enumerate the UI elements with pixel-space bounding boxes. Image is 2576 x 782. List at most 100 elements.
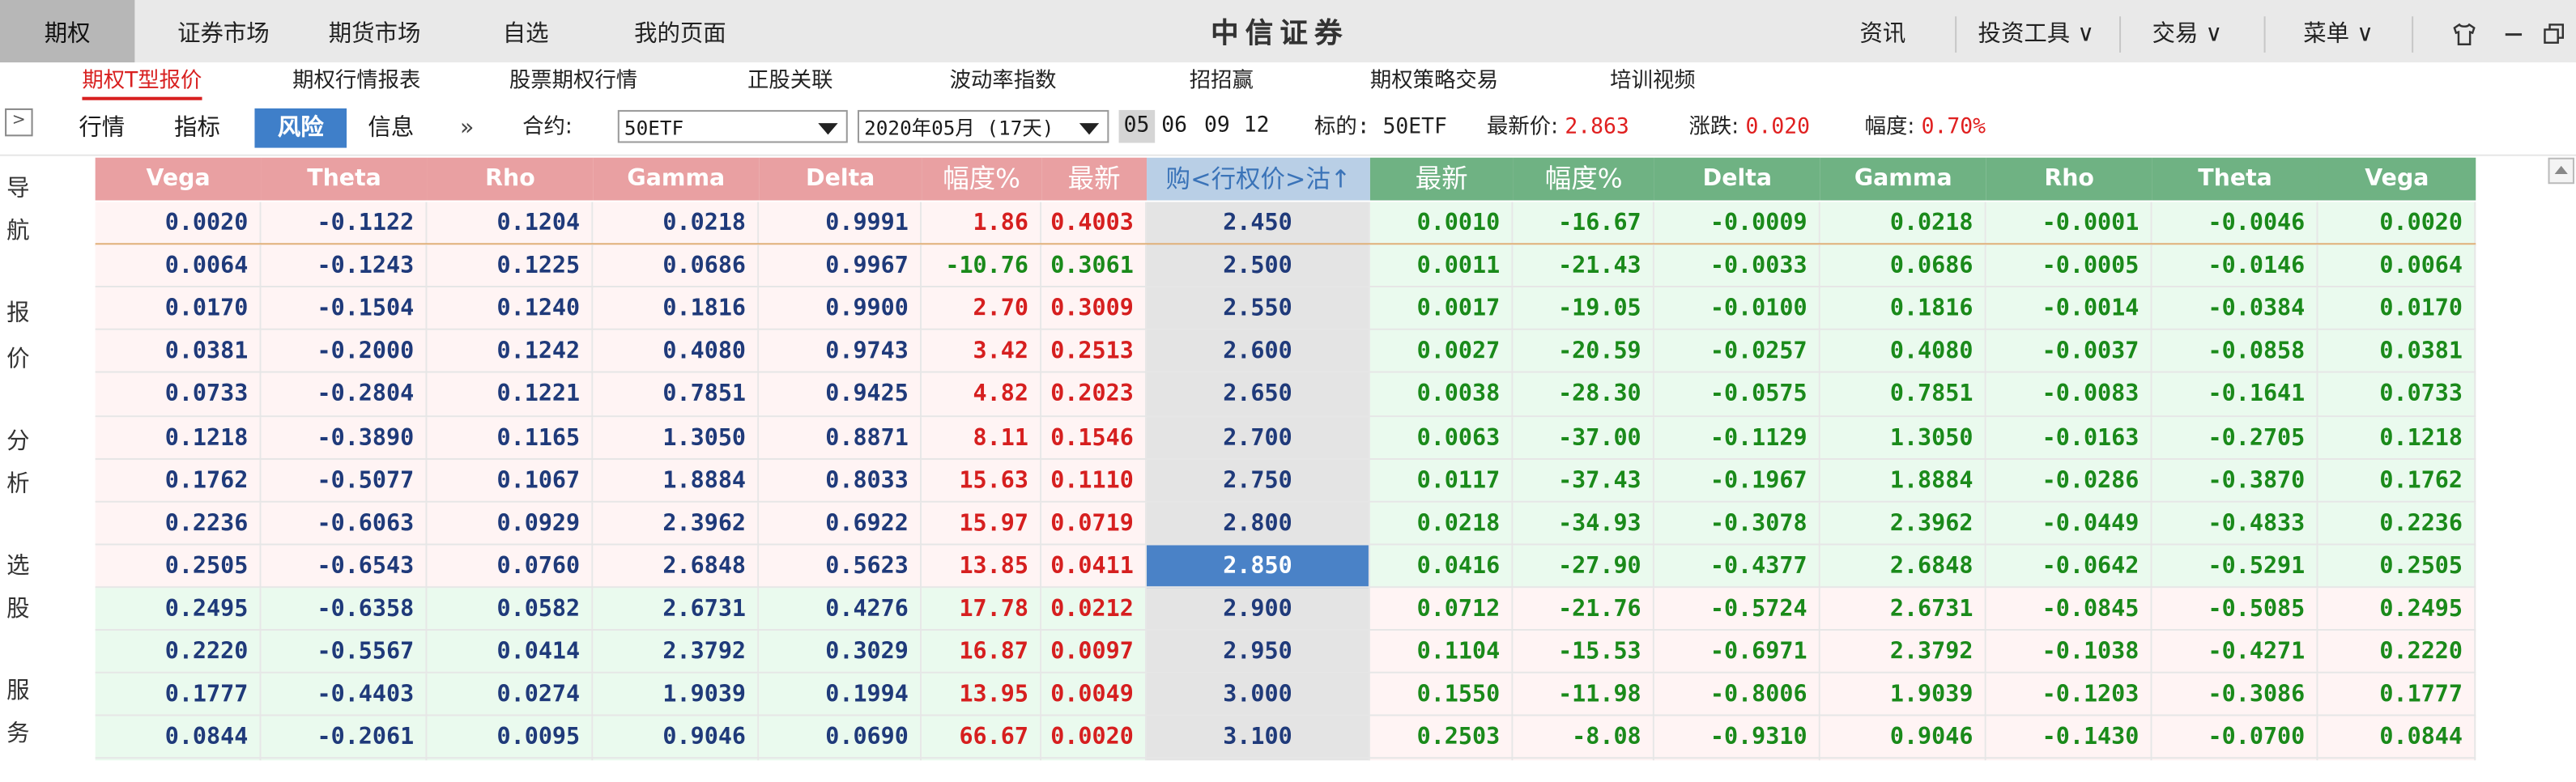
call-change-pct-cell[interactable]: 13.95 — [922, 673, 1042, 718]
leftnav-stockpick-2[interactable]: 股 — [6, 596, 30, 623]
put-delta-cell[interactable]: -0.9310 — [1654, 716, 1820, 761]
put-gamma-cell[interactable]: 2.6848 — [1820, 545, 1986, 589]
tab-volatility-index[interactable]: 波动率指数 — [949, 69, 1057, 94]
put-theta-cell[interactable]: -0.3870 — [2152, 459, 2318, 504]
put-change-pct-cell[interactable]: -11.98 — [1513, 673, 1654, 718]
call-last-cell[interactable]: 0.2023 — [1041, 373, 1147, 419]
put-delta-cell[interactable]: -0.0257 — [1654, 330, 1820, 376]
call-delta-cell[interactable]: 0.6922 — [759, 502, 922, 546]
put-theta-cell[interactable]: -0.0384 — [2152, 287, 2318, 333]
call-gamma-cell[interactable]: 2.6848 — [593, 545, 760, 589]
call-theta-cell[interactable]: -0.6358 — [261, 588, 428, 632]
header-call-delta[interactable]: Delta — [759, 157, 922, 201]
call-rho-cell[interactable]: 0.1221 — [427, 373, 594, 419]
table-row[interactable]: 0.0733 -0.2804 0.1221 0.7851 0.9425 4.82 0.202… — [95, 373, 2476, 419]
header-put-change-pct[interactable]: 幅度% — [1513, 157, 1654, 201]
put-change-pct-cell[interactable]: -20.59 — [1513, 330, 1654, 376]
table-row[interactable]: 0.0381 -0.2000 0.1242 0.4080 0.9743 3.42 0.251… — [95, 330, 2476, 376]
put-theta-cell[interactable]: -0.5291 — [2152, 545, 2318, 589]
leftnav-quote-2[interactable]: 价 — [6, 346, 30, 373]
table-row[interactable]: 0.2220 -0.5567 0.0414 2.3792 0.3029 16.87 0.00… — [95, 631, 2476, 675]
nav-options[interactable]: 期权 — [0, 0, 135, 70]
call-rho-cell[interactable]: 0.1204 — [427, 202, 594, 247]
call-change-pct-cell[interactable]: -10.76 — [922, 244, 1042, 290]
call-vega-cell[interactable]: 0.2236 — [95, 502, 262, 546]
header-call-theta[interactable]: Theta — [261, 157, 428, 201]
put-vega-cell[interactable]: 0.1762 — [2318, 459, 2476, 504]
table-row[interactable]: 0.0844 -0.2061 0.0095 0.9046 0.0690 66.67 0.00… — [95, 716, 2476, 761]
strike-cell[interactable]: 2.700 — [1147, 416, 1370, 461]
put-delta-cell[interactable]: -0.6971 — [1654, 631, 1820, 675]
menu-main[interactable]: 菜单 ∨ — [2303, 21, 2374, 48]
scroll-up-icon[interactable] — [2548, 157, 2574, 185]
call-last-cell[interactable]: 0.0049 — [1041, 673, 1147, 718]
put-rho-cell[interactable]: -0.0845 — [1986, 588, 2152, 632]
call-gamma-cell[interactable]: 0.1816 — [593, 287, 760, 333]
put-last-cell[interactable]: 0.0038 — [1369, 373, 1514, 419]
call-change-pct-cell[interactable]: 1.86 — [922, 202, 1042, 247]
put-change-pct-cell[interactable]: -27.90 — [1513, 545, 1654, 589]
put-vega-cell[interactable]: 0.1777 — [2318, 673, 2476, 718]
put-rho-cell[interactable]: -0.0642 — [1986, 545, 2152, 589]
header-put-last[interactable]: 最新 — [1369, 157, 1514, 201]
header-put-gamma[interactable]: Gamma — [1820, 157, 1986, 201]
call-gamma-cell[interactable]: 1.3050 — [593, 416, 760, 461]
put-last-cell[interactable]: 0.0117 — [1369, 459, 1514, 504]
call-rho-cell[interactable]: 0.1225 — [427, 244, 594, 290]
call-last-cell[interactable]: 0.3009 — [1041, 287, 1147, 333]
call-last-cell[interactable]: 0.0020 — [1041, 716, 1147, 761]
put-rho-cell[interactable]: -0.1430 — [1986, 716, 2152, 761]
call-theta-cell[interactable]: -0.2000 — [261, 330, 428, 376]
put-rho-cell[interactable]: -0.0001 — [1986, 202, 2152, 247]
call-delta-cell[interactable]: 0.9425 — [759, 373, 922, 419]
call-change-pct-cell[interactable]: 16.87 — [922, 631, 1042, 675]
call-delta-cell[interactable]: 0.8871 — [759, 416, 922, 461]
put-last-cell[interactable]: 0.2503 — [1369, 716, 1514, 761]
call-last-cell[interactable]: 0.3061 — [1041, 244, 1147, 290]
put-gamma-cell[interactable]: 1.3050 — [1820, 416, 1986, 461]
table-row[interactable]: 0.0020 -0.1122 0.1204 0.0218 0.9991 1.86 0.400… — [95, 202, 2476, 247]
call-delta-cell[interactable]: 0.3029 — [759, 631, 922, 675]
tab-strategy-trade[interactable]: 期权策略交易 — [1369, 69, 1499, 94]
put-vega-cell[interactable]: 0.1218 — [2318, 416, 2476, 461]
put-gamma-cell[interactable]: 2.3962 — [1820, 502, 1986, 546]
month-09[interactable]: 09 — [1204, 113, 1230, 138]
table-row[interactable]: 0.1218 -0.3890 0.1165 1.3050 0.8871 8.11 0.154… — [95, 416, 2476, 461]
leftnav-guide-2[interactable]: 航 — [6, 218, 30, 245]
call-vega-cell[interactable]: 0.1777 — [95, 673, 262, 718]
put-theta-cell[interactable]: -0.0700 — [2152, 716, 2318, 761]
restore-icon[interactable] — [2543, 0, 2569, 69]
month-06[interactable]: 06 — [1161, 113, 1188, 138]
put-delta-cell[interactable]: -0.3078 — [1654, 502, 1820, 546]
call-change-pct-cell[interactable]: 66.67 — [922, 716, 1042, 761]
table-row[interactable]: 0.1777 -0.4403 0.0274 1.9039 0.1994 13.95 0.00… — [95, 673, 2476, 718]
header-call-last[interactable]: 最新 — [1041, 157, 1147, 201]
put-change-pct-cell[interactable]: -37.43 — [1513, 459, 1654, 504]
put-change-pct-cell[interactable]: -8.08 — [1513, 716, 1654, 761]
call-gamma-cell[interactable]: 0.0218 — [593, 202, 760, 247]
tab-t-quote[interactable]: 期权T型报价 — [82, 62, 202, 100]
put-theta-cell[interactable]: -0.2705 — [2152, 416, 2318, 461]
put-change-pct-cell[interactable]: -16.67 — [1513, 202, 1654, 247]
put-gamma-cell[interactable]: 0.7851 — [1820, 373, 1986, 419]
strike-cell[interactable]: 3.100 — [1147, 716, 1370, 761]
put-change-pct-cell[interactable]: -15.53 — [1513, 631, 1654, 675]
put-gamma-cell[interactable]: 1.8884 — [1820, 459, 1986, 504]
put-rho-cell[interactable]: -0.0014 — [1986, 287, 2152, 333]
call-gamma-cell[interactable]: 1.9039 — [593, 673, 760, 718]
nav-my-page[interactable]: 我的页面 — [634, 21, 726, 48]
put-gamma-cell[interactable]: 0.4080 — [1820, 330, 1986, 376]
call-theta-cell[interactable]: -0.5567 — [261, 631, 428, 675]
tab-underlying-link[interactable]: 正股关联 — [747, 69, 833, 94]
put-delta-cell[interactable]: -0.8006 — [1654, 673, 1820, 718]
put-delta-cell[interactable]: -0.0100 — [1654, 287, 1820, 333]
header-put-vega[interactable]: Vega — [2318, 157, 2476, 201]
strike-cell[interactable]: 2.750 — [1147, 459, 1370, 504]
put-gamma-cell[interactable]: 0.9046 — [1820, 716, 1986, 761]
month-05[interactable]: 05 — [1118, 109, 1155, 143]
put-vega-cell[interactable]: 0.2236 — [2318, 502, 2476, 546]
put-vega-cell[interactable]: 0.0064 — [2318, 244, 2476, 290]
put-vega-cell[interactable]: 0.0020 — [2318, 202, 2476, 247]
put-rho-cell[interactable]: -0.1038 — [1986, 631, 2152, 675]
leftnav-service-2[interactable]: 务 — [6, 720, 30, 748]
